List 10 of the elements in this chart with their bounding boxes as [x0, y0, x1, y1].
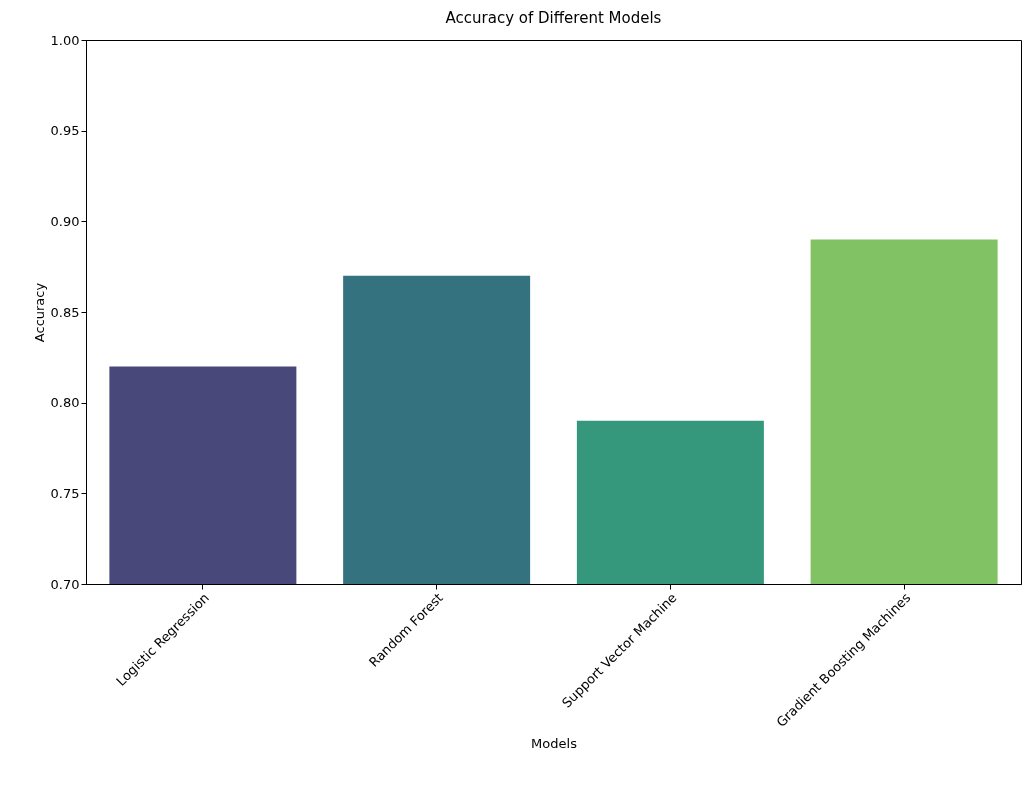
- y-tick-label: 0.90: [50, 213, 80, 229]
- chart-title: Accuracy of Different Models: [445, 9, 662, 27]
- y-tick-label: 0.70: [50, 576, 80, 592]
- y-tick-label: 0.80: [50, 395, 80, 411]
- y-tick-label: 0.75: [50, 485, 80, 501]
- y-tick-label: 0.95: [50, 123, 80, 139]
- y-tick-label: 0.85: [50, 304, 80, 320]
- x-axis-title: Models: [531, 735, 578, 751]
- y-axis-title: Accuracy: [31, 282, 47, 343]
- y-tick-label: 1.00: [50, 32, 80, 48]
